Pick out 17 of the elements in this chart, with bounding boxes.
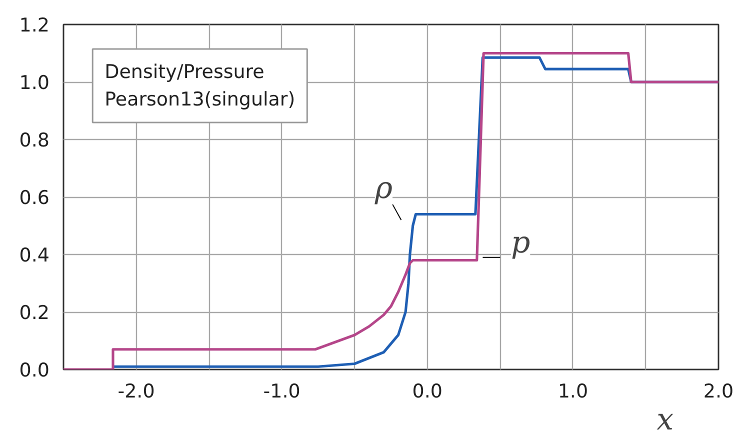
- x-tick-label: -1.0: [263, 380, 300, 402]
- y-tick-label: 0.2: [19, 302, 50, 324]
- series-label: p: [510, 226, 530, 260]
- annotation: Density/Pressure: [104, 60, 264, 83]
- x-tick-label: 2.0: [703, 380, 734, 402]
- y-tick-label: 0.4: [19, 244, 50, 266]
- x-axis-title: x: [656, 402, 674, 437]
- annotation: Pearson13(singular): [104, 88, 296, 110]
- x-tick-label: -2.0: [118, 380, 155, 402]
- x-tick-label: 1.0: [558, 380, 588, 402]
- series-label: ρ: [374, 170, 393, 206]
- y-tick-label: 0.0: [19, 360, 50, 382]
- y-tick-label: 0.6: [19, 187, 50, 209]
- x-tick-label: 0.0: [412, 380, 442, 402]
- y-tick-label: 1.0: [19, 72, 50, 94]
- y-tick-label: 1.2: [19, 14, 50, 36]
- y-tick-label: 0.8: [19, 130, 50, 152]
